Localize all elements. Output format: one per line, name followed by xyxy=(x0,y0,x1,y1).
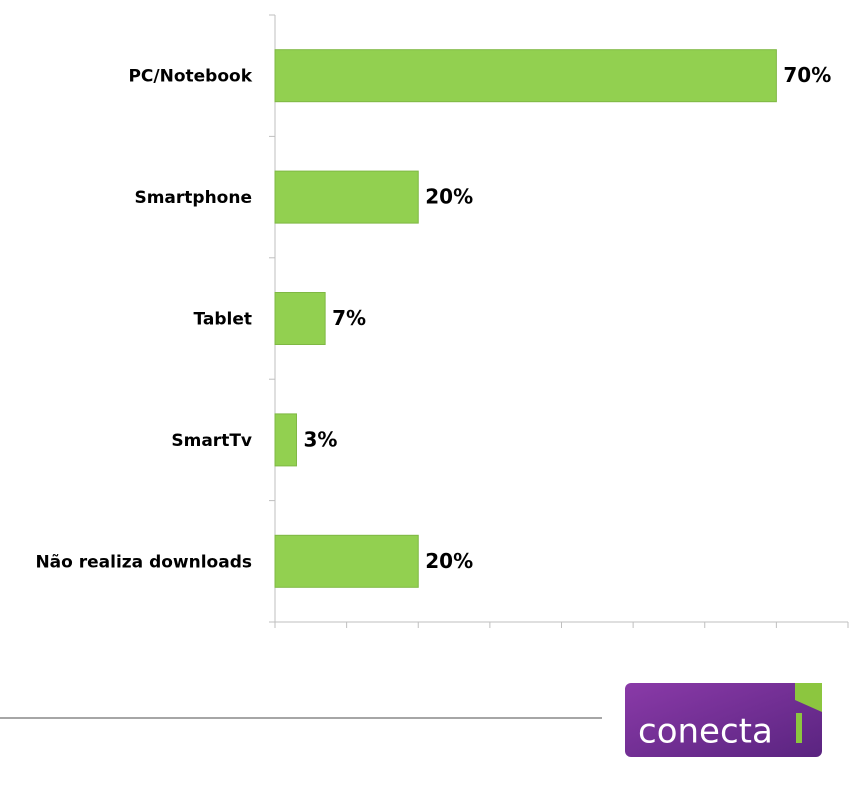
value-label: 7% xyxy=(332,306,366,330)
bar xyxy=(274,534,419,588)
value-label: 20% xyxy=(425,549,473,573)
category-label: SmartTv xyxy=(171,431,252,451)
logo-text: conecta xyxy=(638,712,773,752)
logo: conecta xyxy=(625,683,822,757)
logo-bar xyxy=(796,713,802,743)
logo-corner xyxy=(795,683,822,712)
category-label: Não realiza downloads xyxy=(35,552,252,572)
category-label: Tablet xyxy=(193,310,252,330)
value-label: 3% xyxy=(303,427,337,451)
category-label: PC/Notebook xyxy=(128,67,252,87)
category-label: Smartphone xyxy=(134,188,252,208)
bar xyxy=(274,170,419,224)
bar xyxy=(274,292,326,345)
logo-box xyxy=(625,683,822,757)
value-label: 70% xyxy=(783,63,831,87)
bar xyxy=(274,413,297,467)
bar xyxy=(274,49,777,103)
value-label: 20% xyxy=(425,185,473,209)
